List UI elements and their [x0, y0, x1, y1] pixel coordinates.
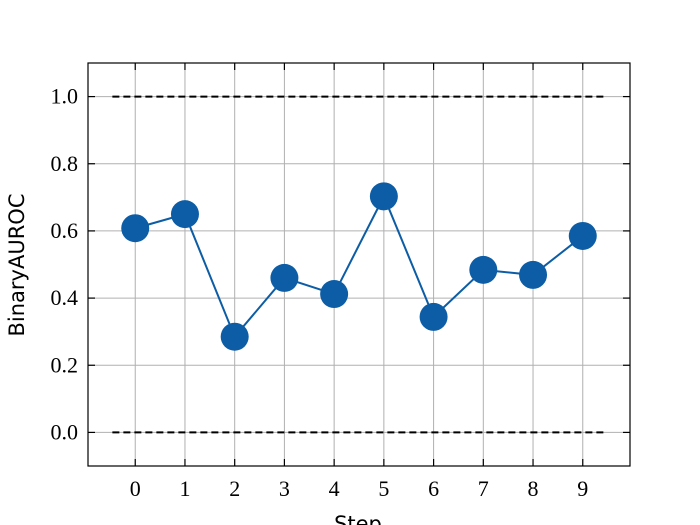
data-line: [134, 193, 584, 339]
data-point: [369, 182, 398, 211]
data-point: [469, 255, 498, 284]
x-tick-label: 7: [478, 476, 489, 501]
data-point: [170, 200, 199, 229]
x-tick-label: 3: [279, 476, 290, 501]
data-point: [320, 280, 349, 309]
y-tick-label: 0.6: [51, 218, 79, 243]
x-tick-label: 5: [378, 476, 389, 501]
x-tick-label: 1: [179, 476, 190, 501]
data-point: [519, 260, 548, 289]
x-axis-label: Step: [334, 512, 382, 525]
y-tick-label: 0.4: [51, 285, 79, 310]
y-axis-label: BinaryAUROC: [5, 193, 29, 336]
y-tick-label: 0.8: [51, 151, 79, 176]
x-tick-label: 4: [329, 476, 340, 501]
data-point: [419, 302, 448, 331]
data-point: [220, 322, 249, 351]
x-tick-label: 6: [428, 476, 439, 501]
plot-frame: [87, 62, 631, 467]
x-tick-label: 2: [229, 476, 240, 501]
y-tick-label: 0.0: [51, 419, 79, 444]
data-point: [270, 263, 299, 292]
data-point: [121, 214, 150, 243]
y-tick-label: 0.2: [51, 352, 79, 377]
x-tick-label: 9: [577, 476, 588, 501]
data-point: [568, 221, 597, 250]
x-tick-label: 8: [528, 476, 539, 501]
y-tick-label: 1.0: [51, 84, 79, 109]
x-tick-label: 0: [130, 476, 141, 501]
